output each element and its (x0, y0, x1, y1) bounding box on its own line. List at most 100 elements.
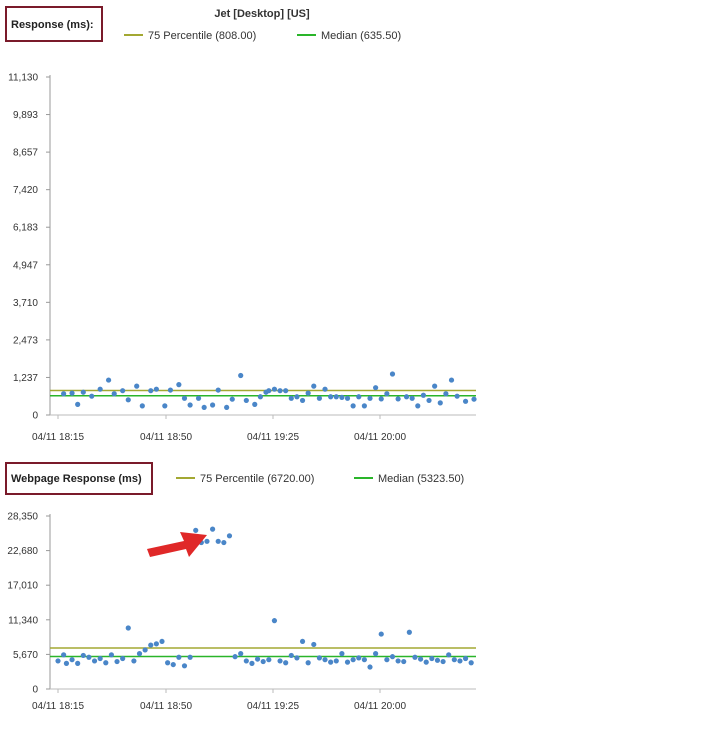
data-point[interactable] (193, 527, 199, 533)
data-point[interactable] (232, 654, 238, 660)
data-point[interactable] (153, 386, 159, 392)
data-point[interactable] (91, 658, 98, 664)
data-point[interactable] (125, 397, 131, 403)
data-point[interactable] (440, 658, 446, 665)
data-point[interactable] (457, 658, 463, 664)
data-point[interactable] (434, 657, 441, 663)
data-point[interactable] (333, 394, 339, 400)
data-point[interactable] (412, 654, 418, 660)
data-point[interactable] (288, 395, 294, 401)
data-point[interactable] (89, 393, 95, 399)
data-point[interactable] (215, 538, 221, 544)
data-point[interactable] (209, 526, 216, 532)
data-point[interactable] (195, 395, 202, 401)
data-point[interactable] (417, 656, 424, 662)
data-point[interactable] (429, 655, 435, 662)
data-point[interactable] (131, 658, 137, 664)
data-point[interactable] (238, 651, 244, 657)
data-point[interactable] (451, 657, 457, 663)
data-point[interactable] (361, 403, 367, 409)
data-point[interactable] (187, 402, 193, 408)
data-point[interactable] (294, 655, 300, 661)
data-point[interactable] (181, 395, 188, 401)
data-point[interactable] (266, 657, 272, 663)
data-point[interactable] (105, 377, 112, 383)
data-point[interactable] (448, 377, 455, 383)
data-point[interactable] (111, 391, 117, 397)
data-point[interactable] (209, 402, 216, 408)
data-point[interactable] (148, 388, 154, 394)
data-point[interactable] (283, 388, 289, 394)
data-point[interactable] (170, 661, 176, 668)
data-point[interactable] (55, 658, 61, 664)
data-point[interactable] (254, 656, 261, 662)
data-point[interactable] (238, 372, 244, 379)
data-point[interactable] (462, 398, 469, 404)
data-point[interactable] (446, 652, 452, 658)
data-point[interactable] (339, 651, 345, 657)
data-point[interactable] (108, 652, 115, 658)
data-point[interactable] (299, 397, 306, 404)
data-point[interactable] (305, 390, 311, 396)
data-point[interactable] (80, 652, 86, 659)
data-point[interactable] (271, 618, 278, 624)
data-point[interactable] (167, 387, 174, 393)
data-point[interactable] (243, 397, 249, 404)
data-point[interactable] (384, 657, 390, 663)
data-point[interactable] (378, 631, 384, 637)
data-point[interactable] (389, 654, 396, 660)
data-point[interactable] (322, 657, 328, 663)
data-point[interactable] (165, 660, 171, 666)
data-point[interactable] (344, 395, 351, 401)
data-point[interactable] (159, 638, 165, 645)
data-point[interactable] (437, 400, 443, 406)
data-point[interactable] (316, 655, 323, 661)
data-point[interactable] (415, 403, 421, 409)
data-point[interactable] (432, 383, 438, 389)
data-point[interactable] (426, 397, 432, 404)
data-point[interactable] (69, 390, 75, 396)
data-point[interactable] (229, 396, 235, 402)
data-point[interactable] (395, 658, 401, 664)
data-point[interactable] (328, 394, 334, 400)
data-point[interactable] (187, 654, 193, 660)
data-point[interactable] (328, 659, 334, 665)
data-point[interactable] (61, 391, 67, 397)
data-point[interactable] (299, 638, 306, 645)
data-point[interactable] (333, 658, 339, 664)
data-point[interactable] (420, 392, 427, 398)
data-point[interactable] (75, 660, 81, 666)
data-point[interactable] (120, 655, 126, 662)
data-point[interactable] (401, 658, 407, 665)
data-point[interactable] (61, 652, 67, 658)
data-point[interactable] (243, 658, 249, 664)
data-point[interactable] (249, 660, 255, 666)
data-point[interactable] (403, 394, 410, 400)
data-point[interactable] (409, 395, 415, 401)
data-point[interactable] (226, 533, 233, 539)
data-point[interactable] (322, 386, 328, 392)
data-point[interactable] (224, 404, 230, 411)
data-point[interactable] (454, 393, 460, 399)
data-point[interactable] (103, 660, 109, 666)
data-point[interactable] (389, 371, 396, 377)
data-point[interactable] (63, 660, 70, 666)
data-point[interactable] (176, 654, 182, 660)
data-point[interactable] (125, 625, 131, 631)
data-point[interactable] (356, 394, 362, 400)
data-point[interactable] (356, 655, 362, 661)
data-point[interactable] (316, 395, 323, 401)
data-point[interactable] (148, 642, 154, 648)
data-point[interactable] (69, 657, 75, 663)
data-point[interactable] (378, 396, 384, 402)
data-point[interactable] (142, 647, 148, 653)
data-point[interactable] (471, 396, 477, 402)
data-point[interactable] (288, 652, 294, 659)
data-point[interactable] (311, 383, 317, 389)
data-point[interactable] (311, 641, 317, 648)
data-point[interactable] (215, 387, 221, 393)
data-point[interactable] (277, 658, 283, 664)
data-point[interactable] (162, 403, 168, 409)
data-point[interactable] (114, 658, 120, 665)
data-point[interactable] (350, 403, 356, 409)
